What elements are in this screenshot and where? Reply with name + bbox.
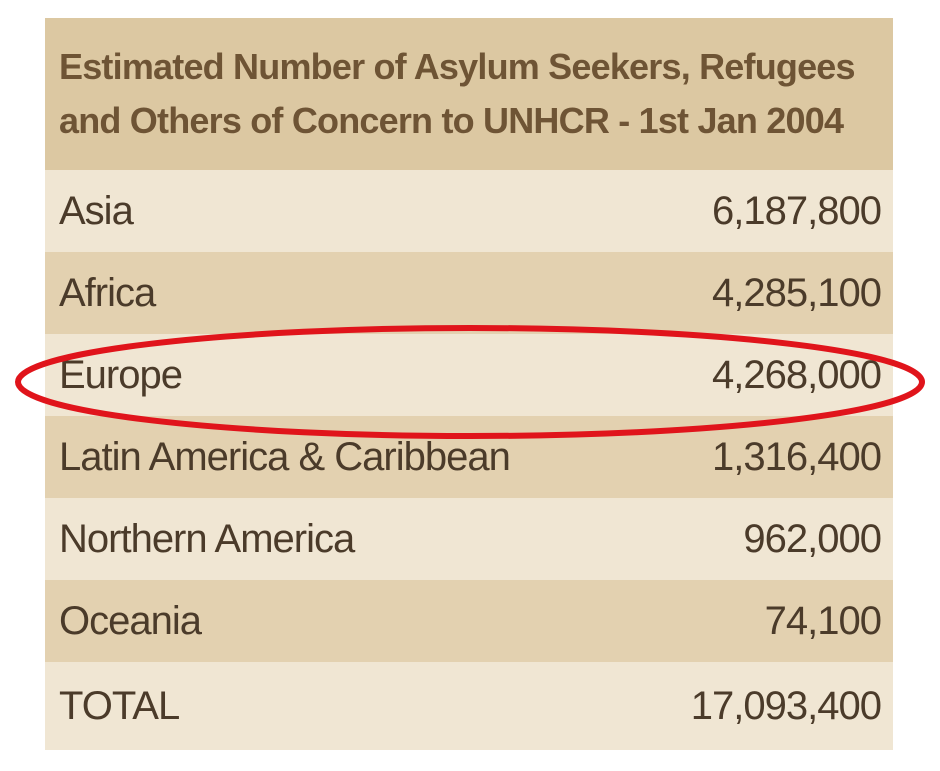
table-row: Latin America & Caribbean 1,316,400	[45, 416, 893, 498]
region-label: TOTAL	[59, 683, 180, 728]
region-label: Oceania	[59, 598, 202, 643]
count-value: 6,187,800	[712, 188, 882, 233]
refugee-table: Estimated Number of Asylum Seekers, Refu…	[45, 18, 893, 750]
count-value: 74,100	[764, 598, 882, 643]
table-row: Oceania 74,100	[45, 580, 893, 662]
count-value: 4,285,100	[712, 270, 882, 315]
table-row: Asia 6,187,800	[45, 170, 893, 252]
region-label: Northern America	[59, 516, 355, 561]
region-label: Europe	[59, 352, 183, 397]
region-label: Latin America & Caribbean	[59, 434, 511, 479]
table-row: Northern America 962,000	[45, 498, 893, 580]
title-line: Estimated Number of Asylum Seekers, Refu…	[59, 46, 856, 87]
region-label: Africa	[59, 270, 156, 315]
count-value: 4,268,000	[712, 352, 882, 397]
region-label: Asia	[59, 188, 134, 233]
table-body: Asia 6,187,800 Africa 4,285,100 Europe 4,268,…	[45, 170, 893, 750]
count-value: 1,316,400	[712, 434, 882, 479]
count-value: 962,000	[743, 516, 882, 561]
table-row: TOTAL 17,093,400	[45, 662, 893, 750]
count-value: 17,093,400	[690, 683, 882, 728]
table-header: Estimated Number of Asylum Seekers, Refu…	[45, 18, 893, 170]
table-row: Europe 4,268,000	[45, 334, 893, 416]
title-line: and Others of Concern to UNHCR - 1st Jan…	[59, 100, 844, 141]
table-row: Africa 4,285,100	[45, 252, 893, 334]
